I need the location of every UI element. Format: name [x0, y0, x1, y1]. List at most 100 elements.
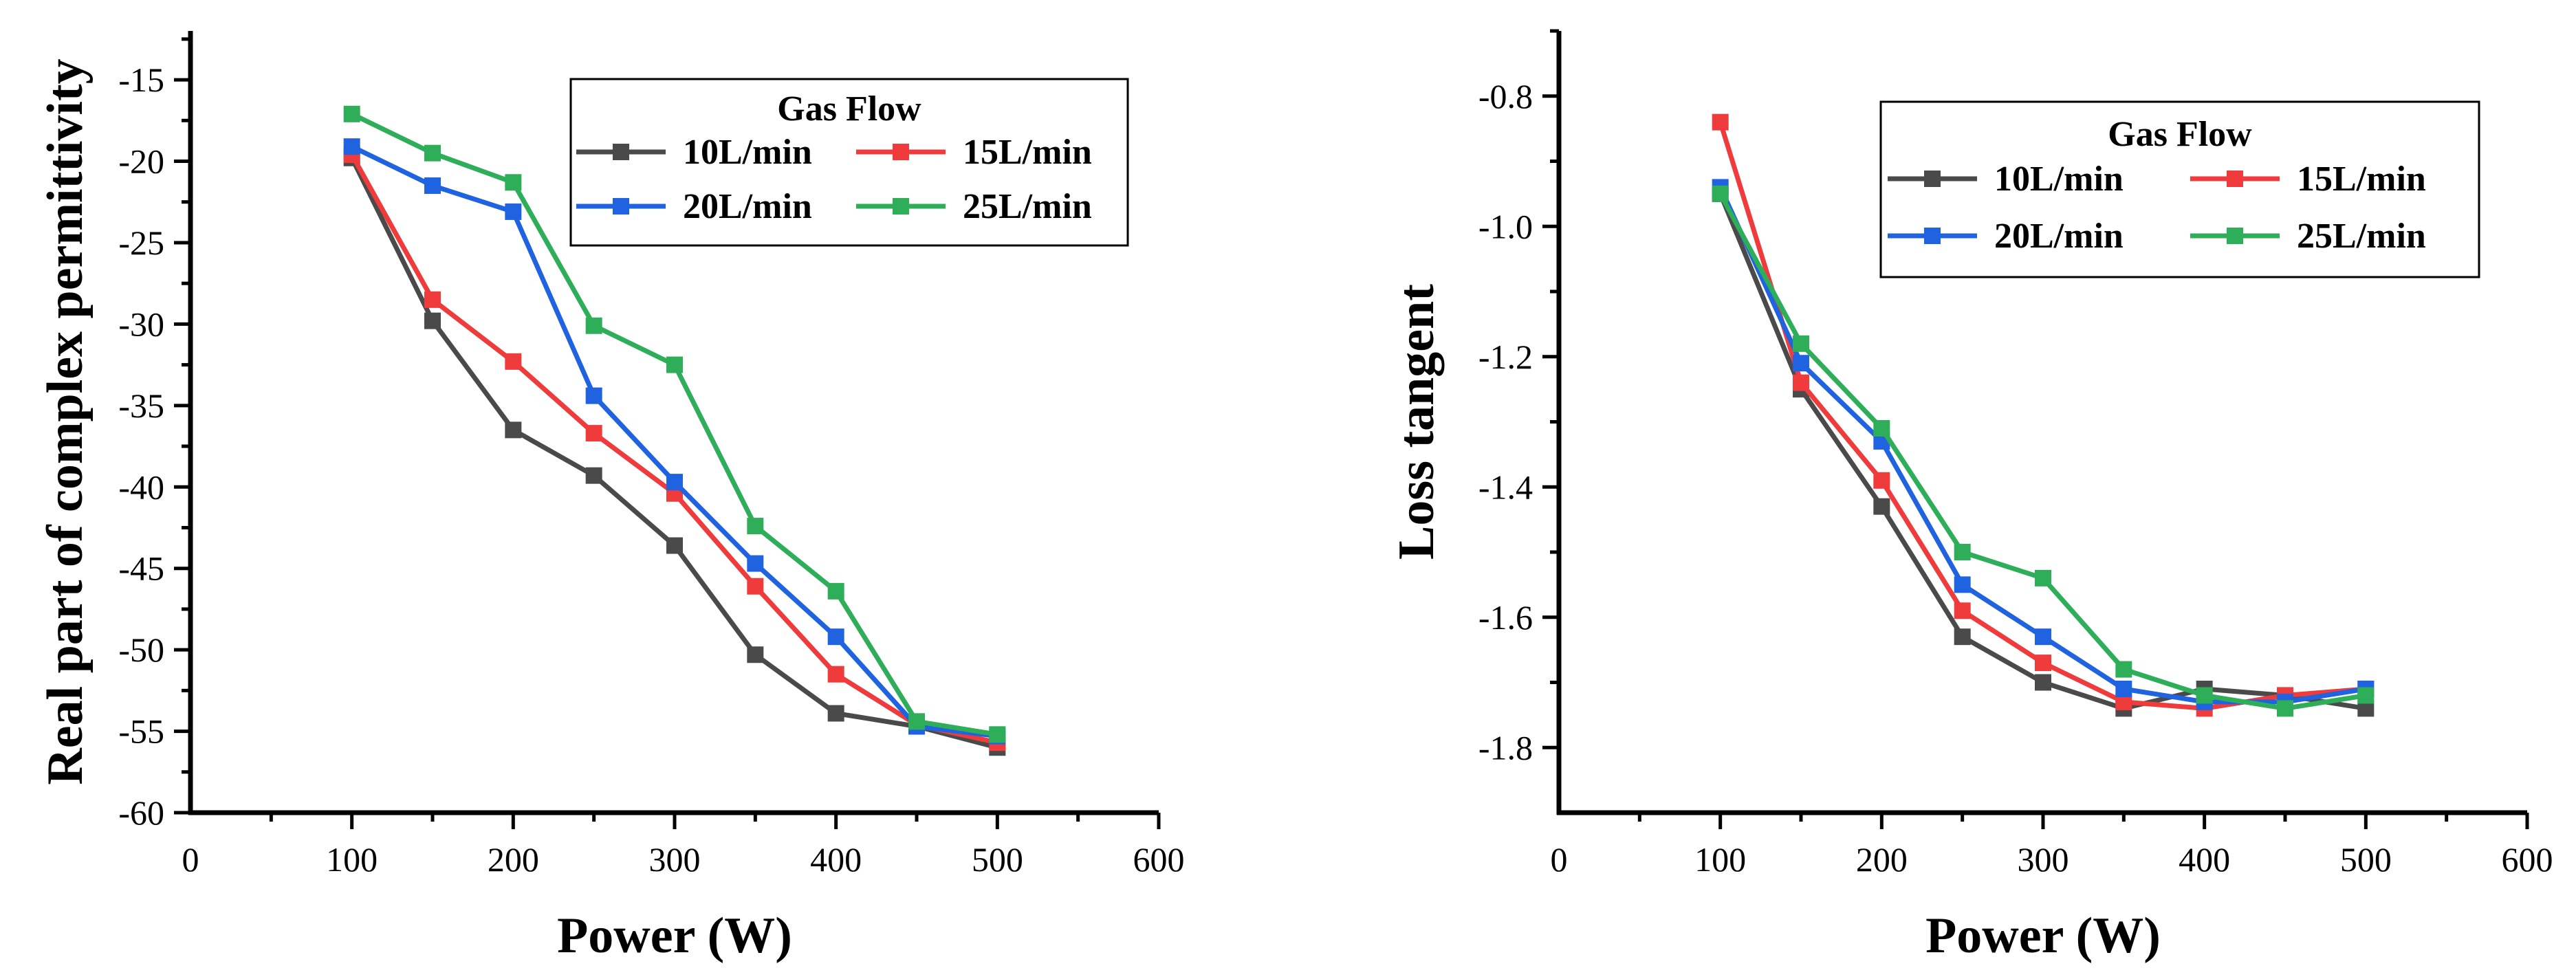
legend: Gas Flow 10L/min 15L/min 20L/min 25L/min: [1879, 100, 2480, 278]
data-point: [2035, 655, 2051, 672]
data-point: [343, 138, 360, 155]
data-point: [666, 537, 683, 554]
data-point: [1712, 113, 1729, 131]
data-point: [1793, 335, 1809, 352]
x-tick-label: 500: [972, 840, 1023, 879]
data-point: [989, 726, 1006, 743]
data-point: [2115, 661, 2132, 678]
y-tick-label: -30: [118, 305, 164, 343]
legend-swatch-marker: [1924, 171, 1941, 187]
y-tick-label: -1.6: [1478, 598, 1533, 637]
data-point: [2357, 687, 2375, 704]
y-tick-label: -1.4: [1478, 468, 1533, 506]
legend-frame: [569, 78, 1129, 247]
series-25L/min: [343, 105, 1006, 743]
data-point: [1954, 544, 1971, 560]
chart-panel-2: 0 100 200 300 400 500 600 -1.8 -1.6 -1.4 -1.2 -1.0 -…: [1388, 29, 2553, 964]
legend-swatch-marker: [893, 144, 909, 160]
y-tick-label: -35: [118, 386, 164, 425]
legend-title: Gas Flow: [777, 89, 921, 129]
x-tick-label: 200: [488, 840, 539, 879]
x-tick-label: 600: [1133, 840, 1185, 879]
data-point: [827, 705, 844, 722]
legend-item: 15L/min: [856, 133, 1092, 172]
data-point: [1712, 185, 1729, 202]
data-point: [505, 174, 522, 191]
legend-item: 20L/min: [1888, 217, 2124, 256]
data-point: [1954, 576, 1971, 593]
y-tick-label: -45: [118, 549, 164, 588]
data-point: [2035, 674, 2051, 691]
y-tick-label: -1.2: [1478, 338, 1533, 376]
x-tick-label: 300: [2018, 840, 2069, 879]
x-tick-label: 300: [649, 840, 701, 879]
legend-item: 15L/min: [2190, 160, 2426, 199]
x-tick-label: 600: [2502, 840, 2553, 879]
data-point: [666, 356, 683, 373]
data-point: [505, 421, 522, 439]
legend-label: 10L/min: [683, 133, 812, 172]
y-axis-title: Loss tangent: [1388, 284, 1445, 560]
data-point: [424, 144, 441, 162]
data-point: [2035, 569, 2051, 586]
legend-item: 25L/min: [2190, 217, 2426, 256]
data-point: [585, 425, 602, 442]
data-point: [747, 646, 764, 663]
x-tick-label: 400: [2179, 840, 2230, 879]
data-point: [1954, 628, 1971, 646]
data-point: [424, 177, 441, 195]
chart-panel-1: 0 100 200 300 400 500 600 -60 -55 -50 -45 -40 -35 -30…: [37, 31, 1185, 964]
data-point: [585, 317, 602, 334]
x-tick-label: 0: [1551, 840, 1568, 879]
x-tick-label: 100: [326, 840, 378, 879]
data-point: [666, 474, 683, 491]
data-point: [343, 105, 360, 122]
y-tick-label: -55: [118, 712, 164, 751]
y-tick-label: -60: [118, 793, 164, 832]
x-tick-label: 0: [182, 840, 199, 879]
data-point: [424, 312, 441, 329]
data-point: [827, 628, 844, 646]
y-axis-title: Real part of complex permittivity: [37, 58, 94, 784]
x-axis-title: Power (W): [557, 908, 792, 964]
data-point: [827, 582, 844, 600]
y-tick-label: -25: [118, 223, 164, 262]
legend-swatch-marker: [893, 198, 909, 215]
legend-label: 10L/min: [1994, 160, 2124, 199]
legend-swatch-marker: [613, 144, 629, 160]
x-tick-label: 100: [1694, 840, 1746, 879]
legend-swatch-marker: [1924, 228, 1941, 244]
data-point: [1793, 374, 1809, 391]
data-point: [908, 713, 925, 730]
legend: Gas Flow 10L/min 15L/min 20L/min 25L/min: [569, 78, 1129, 247]
y-tick-label: -50: [118, 630, 164, 669]
data-point: [1954, 602, 1971, 619]
data-point: [505, 203, 522, 220]
data-point: [1793, 355, 1809, 372]
x-tick-label: 500: [2340, 840, 2392, 879]
y-tick-label: -15: [118, 61, 164, 99]
x-tick-label: 200: [1856, 840, 1908, 879]
legend-title: Gas Flow: [2108, 115, 2252, 154]
legend-label: 25L/min: [963, 187, 1092, 226]
y-tick-label: -0.8: [1478, 77, 1533, 116]
data-point: [827, 666, 844, 683]
data-point: [505, 353, 522, 370]
y-tick-label: -40: [118, 468, 164, 506]
legend-label: 20L/min: [683, 187, 812, 226]
data-point: [2277, 700, 2293, 717]
legend-swatch-marker: [2227, 228, 2243, 244]
legend-item: 10L/min: [1888, 160, 2124, 199]
data-point: [585, 387, 602, 404]
legend-item: 20L/min: [576, 187, 812, 226]
data-point: [1873, 419, 1890, 437]
series-25L/min: [1712, 185, 2375, 717]
x-axis-title: Power (W): [1925, 908, 2161, 964]
data-point: [747, 518, 764, 535]
y-tick-label: -1.8: [1478, 728, 1533, 767]
legend-swatch-marker: [2227, 171, 2243, 187]
legend-item: 25L/min: [856, 187, 1092, 226]
data-point: [1873, 472, 1890, 489]
